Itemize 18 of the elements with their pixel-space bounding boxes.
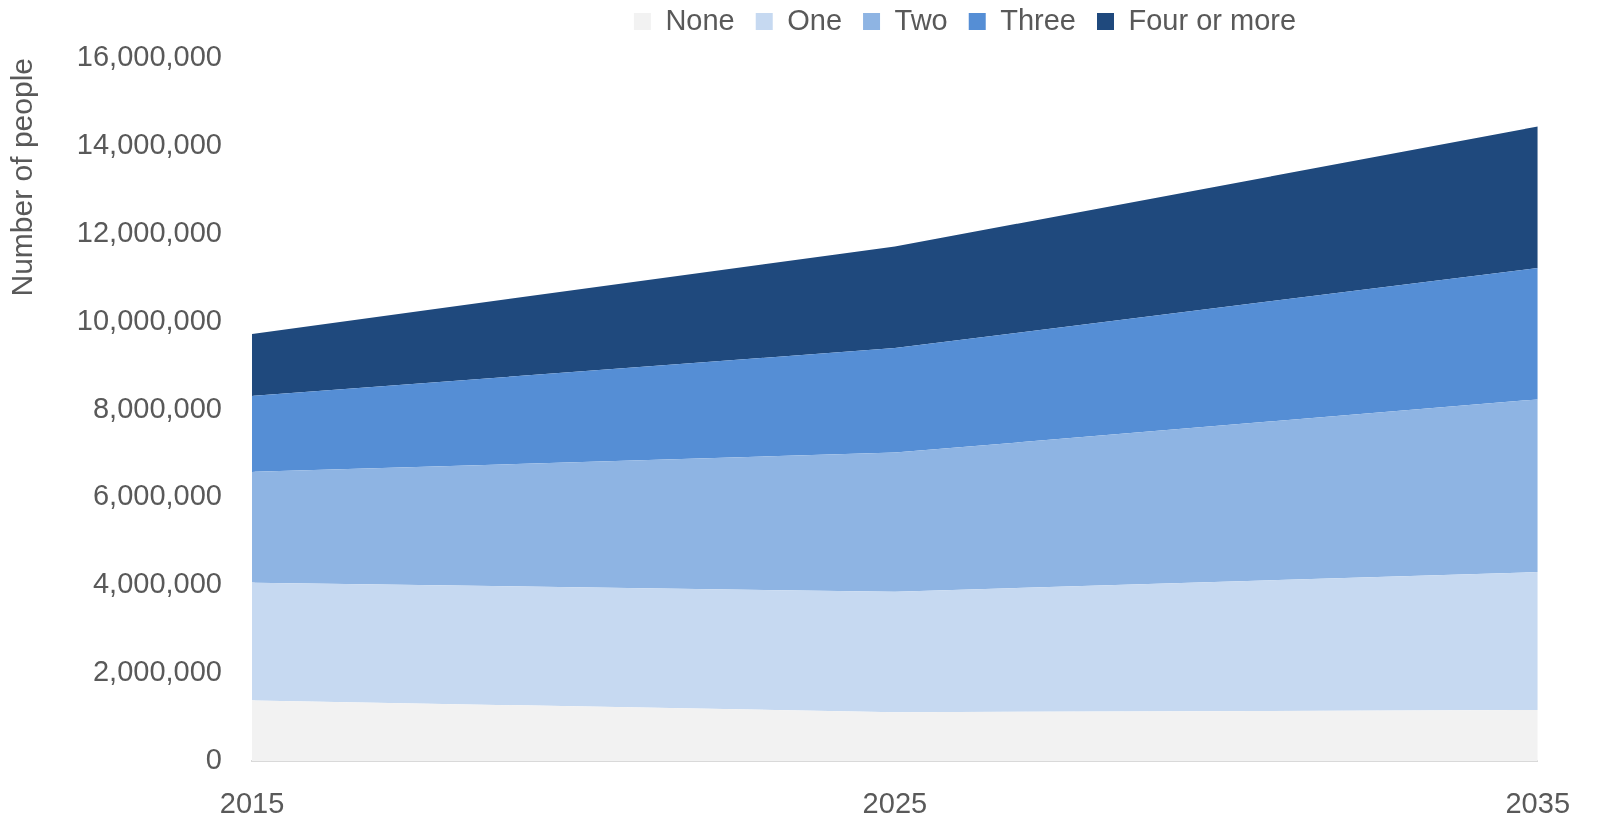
y-tick-label: 6,000,000 [92,479,222,512]
y-tick-label: 0 [205,743,222,775]
x-tick-label: 2025 [862,787,928,818]
x-tick-label: 2035 [1505,787,1570,818]
x-tick-label: 2015 [219,787,285,818]
y-tick-label: 4,000,000 [92,567,222,600]
legend-label: Three [1000,3,1076,36]
legend-label: Four or more [1128,3,1297,36]
y-tick-label: 2,000,000 [92,655,222,688]
y-tick-label: 16,000,000 [76,40,222,72]
y-tick-label: 10,000,000 [76,303,222,336]
y-tick-label: 8,000,000 [92,391,222,424]
y-tick-label: 12,000,000 [76,215,222,248]
y-tick-label: 14,000,000 [76,127,222,160]
legend-label: None [665,3,735,36]
y-axis-title: Number of people [5,58,39,297]
legend-label: Two [894,3,948,36]
legend-label: One [787,3,843,36]
